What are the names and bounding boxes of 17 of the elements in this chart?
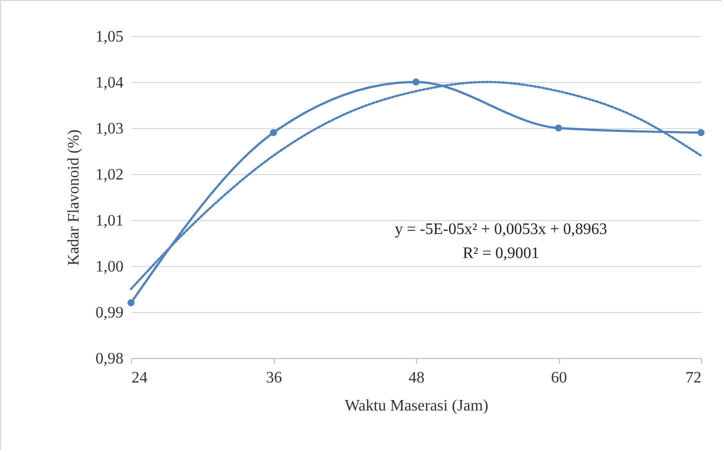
annotation: R² = 0,9001 xyxy=(462,245,540,262)
x-axis-title: Waktu Maserasi (Jam) xyxy=(344,398,488,414)
y-tick-label: 0,98 xyxy=(96,350,124,368)
annotation: y = -5E-05x² + 0,0053x + 0,8963 xyxy=(394,221,608,238)
x-tick-label: 36 xyxy=(266,370,282,386)
y-tick-label: 1,01 xyxy=(96,212,124,230)
y-tick-label: 1,02 xyxy=(96,166,124,184)
x-tick-label: 48 xyxy=(408,370,424,386)
y-tick-label: 1,03 xyxy=(96,120,124,138)
y-tick-label: 1,05 xyxy=(96,28,124,46)
y-tick-label: 1,00 xyxy=(96,258,124,276)
x-tick-label: 72 xyxy=(686,370,702,386)
x-tick-label: 60 xyxy=(551,370,567,386)
y-tick-label: 1,04 xyxy=(96,74,124,92)
y-tick-label: 0,99 xyxy=(96,304,124,322)
y-axis-title: Kadar Flavonoid (%) xyxy=(66,130,82,266)
x-tick-label: 24 xyxy=(132,370,148,386)
